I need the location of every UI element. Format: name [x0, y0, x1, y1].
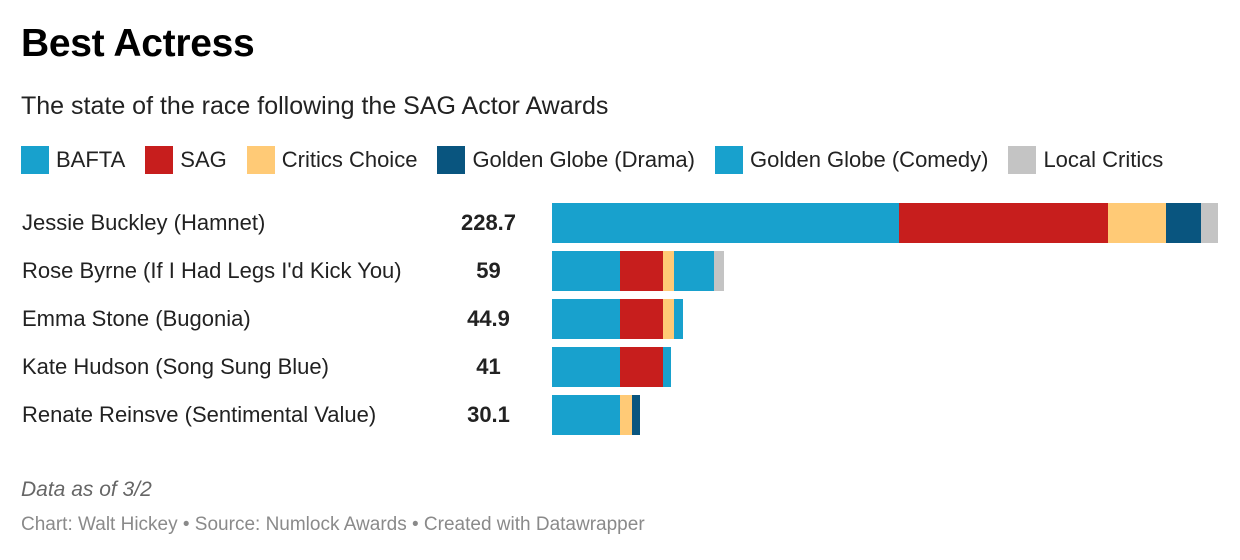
bar-segment [1201, 203, 1218, 243]
legend-label: Golden Globe (Comedy) [749, 147, 989, 172]
bar-segment [620, 395, 633, 435]
bar-track [552, 299, 1218, 339]
legend-label: BAFTA [56, 147, 126, 172]
legend-item: Critics Choice [246, 146, 418, 174]
legend-swatch [1008, 146, 1037, 174]
bar-track [552, 395, 1218, 435]
legend-swatch [21, 146, 49, 174]
bar-segment [620, 251, 663, 291]
bar-track [552, 347, 1218, 387]
bar-row: Renate Reinsve (Sentimental Value) 30.1 [0, 395, 1240, 435]
bar-segment [662, 299, 675, 339]
bar-segment [898, 203, 1109, 243]
bar-segment [552, 251, 621, 291]
bar-row: Jessie Buckley (Hamnet) 228.7 [0, 203, 1240, 243]
stacked-bar-chart: Jessie Buckley (Hamnet) 228.7 Rose Byrne (… [0, 195, 1240, 445]
bar-segment [620, 347, 663, 387]
legend-label: SAG [180, 147, 227, 172]
bar-row: Rose Byrne (If I Had Legs I'd Kick You) 5… [0, 251, 1240, 291]
legend-item: SAG [145, 146, 227, 174]
bar-row: Kate Hudson (Song Sung Blue) 41 [0, 347, 1240, 387]
total-value-label: 44.9 [467, 306, 510, 331]
legend: BAFTA SAG Critics Choice Golden Globe (Dram… [21, 146, 1163, 174]
bar-segment [1108, 203, 1167, 243]
bar-segment [662, 347, 672, 387]
bar-segment [1166, 203, 1202, 243]
chart-subtitle: The state of the race following the SAG … [21, 92, 609, 120]
legend-label: Golden Globe (Drama) [472, 147, 695, 172]
bar-track [552, 251, 1218, 291]
bar-segment [552, 347, 621, 387]
legend-swatch [714, 146, 743, 174]
bar-segment [674, 251, 714, 291]
category-label: Rose Byrne (If I Had Legs I'd Kick You) [22, 258, 402, 283]
total-value-label: 41 [476, 354, 501, 379]
legend-label: Critics Choice [281, 147, 418, 172]
chart-title: Best Actress [21, 22, 255, 65]
legend-item: Golden Globe (Drama) [437, 146, 695, 174]
legend-swatch [145, 146, 174, 174]
legend-swatch [437, 146, 466, 174]
total-value-label: 30.1 [467, 402, 510, 427]
bar-segment [620, 299, 663, 339]
legend-item: Local Critics [1008, 146, 1163, 174]
legend-item: Golden Globe (Comedy) [714, 146, 989, 174]
category-label: Emma Stone (Bugonia) [22, 306, 251, 331]
bar-segment [552, 395, 621, 435]
chart-footer: Chart: Walt Hickey • Source: Numlock Awa… [21, 514, 645, 535]
bar-segment [632, 395, 640, 435]
legend-swatch [246, 146, 275, 174]
bar-segment [662, 251, 675, 291]
bar-segment [713, 251, 724, 291]
legend-label: Local Critics [1043, 147, 1164, 172]
bar-track [552, 203, 1218, 243]
category-label: Renate Reinsve (Sentimental Value) [22, 402, 377, 427]
chart-notes: Data as of 3/2 [21, 478, 152, 501]
total-value-label: 228.7 [460, 210, 517, 235]
total-value-label: 59 [476, 258, 501, 283]
bar-row: Emma Stone (Bugonia) 44.9 [0, 299, 1240, 339]
legend-item: BAFTA [21, 146, 125, 174]
category-label: Jessie Buckley (Hamnet) [22, 210, 266, 235]
category-label: Kate Hudson (Song Sung Blue) [22, 354, 329, 379]
bar-segment [674, 299, 683, 339]
bar-segment [552, 203, 899, 243]
bar-segment [552, 299, 621, 339]
